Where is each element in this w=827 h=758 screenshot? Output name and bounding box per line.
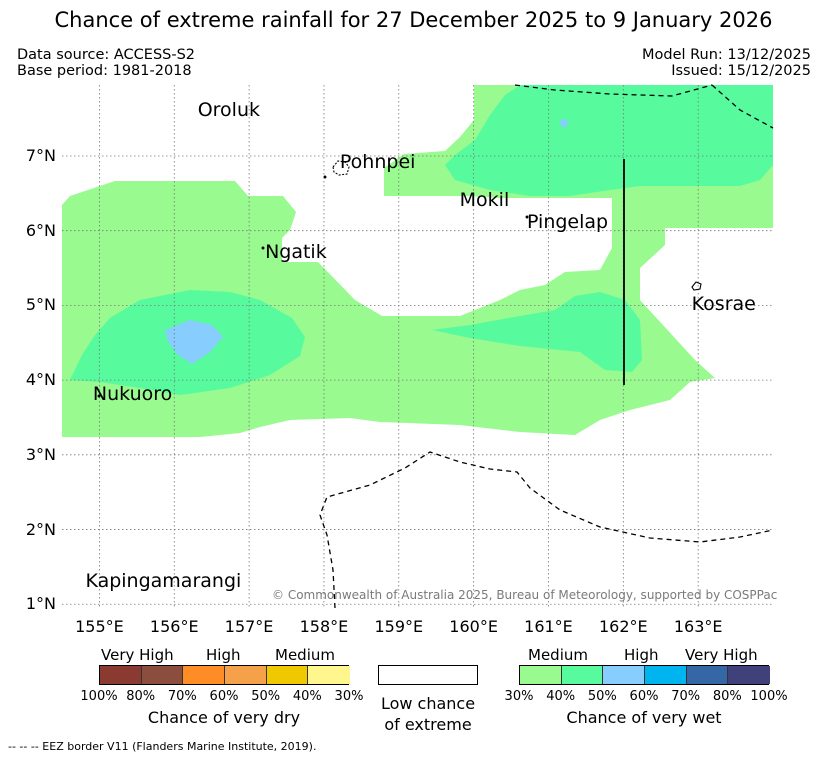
place-label-mokil: Mokil bbox=[459, 188, 510, 211]
legend-percent: 50% bbox=[587, 689, 617, 704]
legend-percent: 70% bbox=[167, 689, 197, 704]
legend-color-cell bbox=[686, 666, 729, 684]
y-tick-label: 3°N bbox=[25, 444, 56, 464]
place-label-kapingamarangi: Kapingamarangi bbox=[85, 569, 242, 592]
dry-header-high: High bbox=[206, 646, 241, 664]
legend-percent: 40% bbox=[292, 689, 322, 704]
x-tick-label: 160°E bbox=[449, 617, 498, 636]
pohnpei-island bbox=[332, 160, 350, 176]
legend-percent: 100% bbox=[80, 689, 118, 704]
legend-color-cell bbox=[728, 666, 770, 684]
y-tick-label: 4°N bbox=[25, 370, 56, 390]
legend-percent: 80% bbox=[712, 689, 742, 704]
gridlines bbox=[62, 85, 773, 608]
place-label-pingelap: Pingelap bbox=[527, 211, 609, 234]
legend-percent: 70% bbox=[671, 689, 701, 704]
pohnpei-islet bbox=[323, 175, 327, 179]
legend-percent: 30% bbox=[334, 689, 364, 704]
data-source: Data source: ACCESS-S2 bbox=[17, 47, 196, 63]
map-plot-area bbox=[62, 84, 774, 609]
x-tick-label: 161°E bbox=[524, 617, 573, 636]
legend-color-cell bbox=[225, 666, 267, 684]
legend-color-cell bbox=[520, 666, 562, 684]
legend-color-cell bbox=[561, 666, 604, 684]
dry-legend-title: Chance of very dry bbox=[147, 708, 301, 727]
legend-percent: 60% bbox=[629, 689, 659, 704]
legend-color-cell bbox=[645, 666, 687, 684]
eez-border-south bbox=[319, 451, 774, 609]
eez-note: -- -- -- EEZ border V11 (Flanders Marine… bbox=[8, 740, 317, 753]
legend-percent: 40% bbox=[546, 689, 576, 704]
island-outlines bbox=[97, 160, 702, 398]
legend-percent: 50% bbox=[251, 689, 281, 704]
wet-50-region bbox=[165, 320, 223, 364]
x-tick-label: 159°E bbox=[374, 617, 424, 636]
wet-header-very-high: Very High bbox=[685, 646, 758, 664]
y-tick-label: 6°N bbox=[25, 220, 56, 240]
legend-color-cell bbox=[308, 666, 350, 684]
eez-border-northeast bbox=[711, 84, 774, 129]
wet-40-region-east bbox=[432, 292, 642, 372]
issued-date: Issued: 15/12/2025 bbox=[671, 63, 811, 79]
place-label-ngatik: Ngatik bbox=[265, 241, 327, 264]
legend-color-cell bbox=[603, 666, 645, 684]
copyright-notice: © Commonwealth of Australia 2025, Bureau… bbox=[272, 588, 778, 602]
x-tick-label: 157°E bbox=[224, 617, 274, 636]
place-label-kosrae: Kosrae bbox=[691, 293, 756, 316]
wet-legend-title: Chance of very wet bbox=[566, 708, 722, 727]
dry-header-medium: Medium bbox=[275, 646, 335, 664]
map-title: Chance of extreme rainfall for 27 Decemb… bbox=[54, 8, 773, 32]
place-label-nukuoro: Nukuoro bbox=[92, 383, 173, 406]
low-chance-label-1: Low chance bbox=[380, 694, 476, 713]
wet-colorbar bbox=[519, 665, 770, 685]
mokil-atoll bbox=[525, 215, 529, 219]
legend-percent: 100% bbox=[750, 689, 788, 704]
wet-header-medium: Medium bbox=[528, 646, 588, 664]
kosrae-island bbox=[691, 281, 702, 291]
eez-borders bbox=[319, 84, 774, 609]
place-label-pohnpei: Pohnpei bbox=[339, 151, 416, 174]
model-run: Model Run: 13/12/2025 bbox=[641, 47, 811, 63]
legend-color-cell bbox=[100, 666, 142, 684]
legend-percent: 60% bbox=[209, 689, 239, 704]
base-period: Base period: 1981-2018 bbox=[17, 63, 192, 79]
legend-color-cell bbox=[141, 666, 184, 684]
wet-header-high: High bbox=[624, 646, 659, 664]
dry-header-very-high: Very High bbox=[101, 646, 174, 664]
y-tick-label: 1°N bbox=[25, 594, 56, 614]
y-tick-label: 7°N bbox=[25, 145, 56, 165]
low-chance-swatch bbox=[378, 665, 478, 685]
x-tick-label: 158°E bbox=[299, 617, 349, 636]
y-tick-label: 5°N bbox=[25, 295, 56, 315]
x-tick-label: 156°E bbox=[149, 617, 199, 636]
ngatik-atoll bbox=[261, 246, 265, 250]
wet-50-speck bbox=[560, 119, 568, 127]
dry-colorbar bbox=[99, 665, 350, 685]
low-chance-label-2: of extreme bbox=[384, 715, 472, 734]
x-tick-label: 163°E bbox=[673, 617, 723, 636]
nukuoro-atoll bbox=[97, 394, 101, 398]
y-tick-label: 2°N bbox=[25, 519, 56, 539]
wet-40-region-north bbox=[445, 85, 773, 196]
legend-color-cell bbox=[183, 666, 225, 684]
legend-color-cell bbox=[266, 666, 309, 684]
place-label-oroluk: Oroluk bbox=[197, 99, 261, 122]
x-tick-label: 162°E bbox=[598, 617, 648, 636]
legend-percent: 80% bbox=[126, 689, 156, 704]
legend-percent: 30% bbox=[504, 689, 534, 704]
eez-border-north bbox=[514, 84, 713, 97]
x-tick-label: 155°E bbox=[75, 617, 124, 636]
